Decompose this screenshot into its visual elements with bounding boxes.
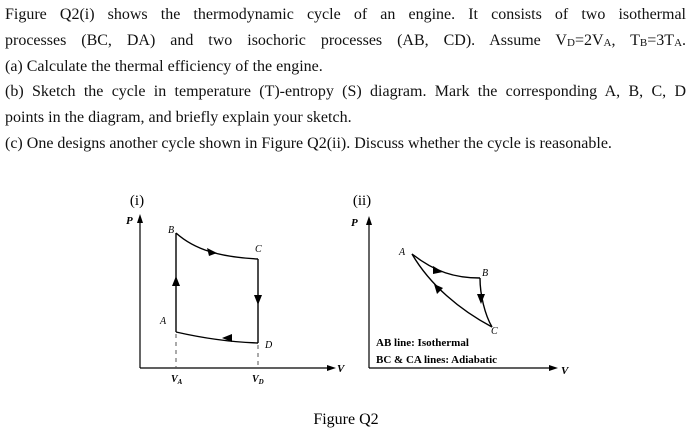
text: . — [682, 32, 687, 49]
subscript: A — [674, 37, 683, 49]
text: , T — [611, 32, 640, 49]
isotherm-da — [175, 331, 259, 344]
question-line: processes (BC, DA) and two isochoric pro… — [5, 31, 686, 53]
point-label: A — [159, 316, 167, 327]
arrowhead — [549, 365, 558, 371]
point-label: C — [491, 326, 498, 337]
point-label: A — [398, 247, 406, 258]
axis-label: P — [351, 217, 358, 229]
text: =3T — [647, 32, 675, 49]
figure-caption: Figure Q2 — [313, 411, 378, 428]
adiabat-bc — [479, 277, 493, 328]
figure-label: (ii) — [353, 193, 371, 209]
arrowhead — [327, 365, 336, 371]
subscript: A — [603, 37, 612, 49]
subscript: D — [258, 378, 264, 386]
arrowhead — [433, 266, 443, 274]
text: V — [171, 374, 179, 385]
axis-label: V — [561, 365, 570, 377]
subscript: A — [177, 378, 183, 386]
isotherm-bc — [175, 232, 259, 260]
question-part: points in the diagram, and briefly expla… — [5, 109, 352, 126]
question-part: (c) One designs another cycle shown in F… — [5, 135, 612, 152]
tick-label: VA — [171, 374, 183, 386]
point-label: B — [482, 268, 488, 279]
arrowhead — [222, 334, 232, 342]
arrowhead — [207, 248, 217, 256]
subscript: B — [639, 37, 648, 49]
point-label: D — [264, 340, 273, 351]
arrowhead — [477, 294, 485, 304]
arrowhead — [366, 216, 372, 225]
axis-label: P — [126, 215, 133, 227]
arrowhead — [172, 276, 180, 286]
arrowhead — [434, 284, 443, 294]
legend-text: BC & CA lines: Adiabatic — [376, 354, 497, 366]
tick-label: VD — [252, 374, 264, 386]
adiabat-ca — [411, 253, 493, 328]
isotherm-ab — [411, 253, 481, 279]
point-label: C — [255, 244, 262, 255]
subscript: D — [567, 37, 575, 49]
point-label: B — [168, 225, 174, 236]
question-part: (b) Sketch the cycle in temperature (T)-… — [5, 83, 686, 100]
axis-label: V — [337, 363, 346, 375]
text: processes (BC, DA) and two isochoric pro… — [5, 32, 567, 49]
question-line: Figure Q2(i) shows the thermodynamic cyc… — [5, 6, 686, 23]
arrowhead — [254, 295, 262, 305]
legend-text: AB line: Isothermal — [376, 337, 469, 349]
text: V — [252, 374, 260, 385]
question-part: (a) Calculate the thermal efficiency of … — [5, 58, 323, 75]
text: =2V — [574, 32, 604, 49]
arrowhead — [137, 214, 143, 223]
figure-label: (i) — [130, 193, 144, 209]
